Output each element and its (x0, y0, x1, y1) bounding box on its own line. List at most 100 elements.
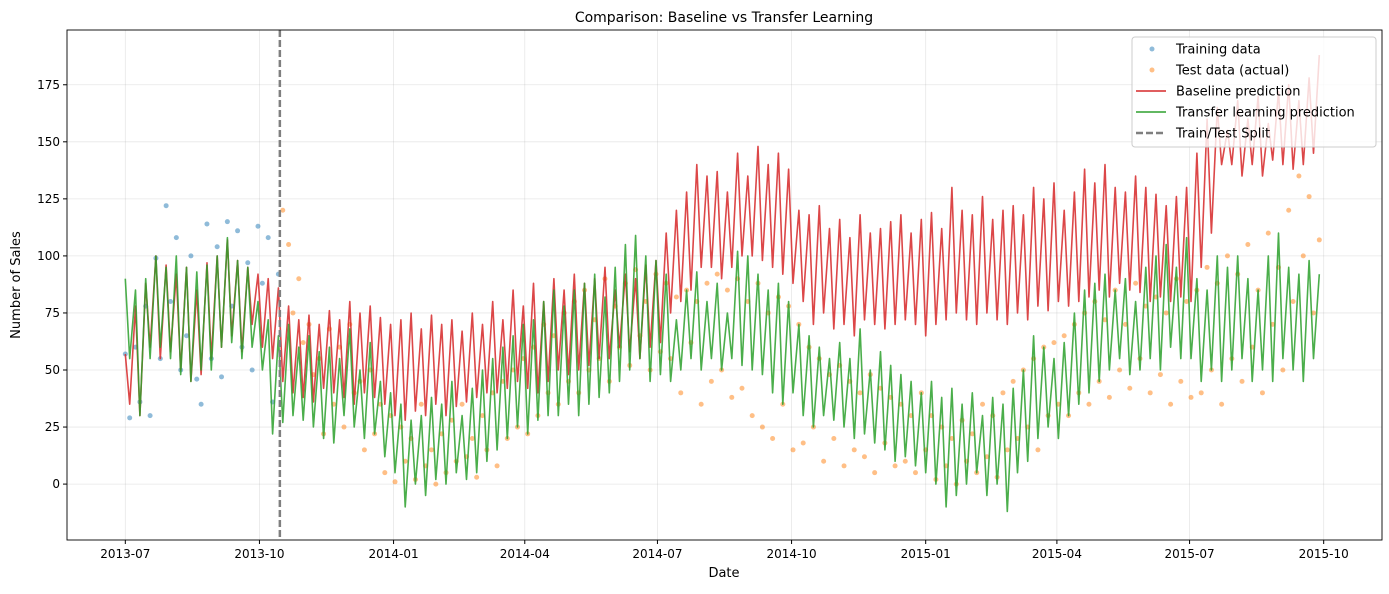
data-point-test-data-actual (673, 294, 679, 300)
data-point-training-data (259, 280, 265, 286)
data-point-test-data-actual (1219, 401, 1225, 407)
data-point-test-data-actual (1035, 447, 1041, 453)
data-point-test-data-actual (1117, 367, 1123, 373)
x-tick-label: 2015-01 (901, 547, 951, 561)
data-point-test-data-actual (851, 447, 857, 453)
data-point-test-data-actual (857, 390, 863, 396)
x-axis-label: Date (708, 566, 739, 581)
y-tick-label: 0 (52, 477, 60, 491)
series-layer (122, 30, 1322, 540)
data-point-test-data-actual (1147, 390, 1153, 396)
data-point-test-data-actual (1286, 207, 1292, 213)
data-point-test-data-actual (459, 401, 465, 407)
x-tick-label: 2015-10 (1299, 547, 1349, 561)
data-point-test-data-actual (912, 470, 918, 476)
data-point-training-data (214, 244, 220, 250)
data-point-test-data-actual (392, 479, 398, 485)
data-point-test-data-actual (704, 280, 710, 286)
data-point-training-data (127, 415, 133, 421)
data-point-test-data-actual (361, 447, 367, 453)
legend-label-test: Test data (actual) (1175, 64, 1289, 79)
data-point-test-data-actual (280, 207, 286, 213)
y-tick-label: 150 (37, 135, 60, 149)
data-point-training-data (198, 401, 204, 407)
chart-title: Comparison: Baseline vs Transfer Learnin… (575, 10, 873, 26)
data-point-test-data-actual (1224, 253, 1230, 259)
data-point-test-data-actual (892, 463, 898, 469)
data-point-test-data-actual (474, 474, 480, 480)
legend-label-training: Training data (1175, 43, 1261, 58)
data-point-test-data-actual (479, 413, 485, 419)
x-tick-label: 2014-07 (632, 547, 682, 561)
data-point-test-data-actual (1290, 299, 1296, 305)
axes: 2013-07 2013-10 2014-01 2014-04 2014-07 2014-… (37, 78, 1349, 561)
data-point-training-data (188, 253, 194, 259)
data-point-test-data-actual (1157, 372, 1163, 378)
data-point-test-data-actual (1204, 264, 1210, 270)
data-point-test-data-actual (290, 310, 296, 316)
data-point-test-data-actual (1306, 194, 1312, 200)
x-tick-label: 2013-10 (234, 547, 284, 561)
series-line-baseline-prediction (124, 55, 1321, 422)
data-point-test-data-actual (286, 241, 292, 247)
x-tick-label: 2014-04 (500, 547, 550, 561)
data-point-test-data-actual (1000, 390, 1006, 396)
data-point-test-data-actual (428, 447, 434, 453)
y-tick-label: 25 (45, 420, 60, 434)
data-point-training-data (255, 223, 261, 229)
data-point-test-data-actual (902, 458, 908, 464)
plot-marks (122, 30, 1322, 540)
data-point-training-data (224, 219, 230, 225)
data-point-training-data (235, 228, 241, 234)
data-point-training-data (265, 235, 271, 241)
x-tick-label: 2015-04 (1032, 547, 1082, 561)
data-point-test-data-actual (1127, 385, 1133, 391)
data-point-test-data-actual (1316, 237, 1322, 243)
data-point-test-data-actual (770, 435, 776, 441)
y-tick-label: 125 (37, 192, 60, 206)
data-point-test-data-actual (1296, 173, 1302, 179)
data-point-test-data-actual (984, 454, 990, 460)
series-line-transfer-learning-prediction (124, 232, 1321, 513)
data-point-test-data-actual (341, 424, 347, 430)
data-point-training-data (173, 235, 179, 241)
data-point-test-data-actual (831, 435, 837, 441)
x-tick-label: 2014-10 (766, 547, 816, 561)
data-point-test-data-actual (759, 424, 765, 430)
data-point-test-data-actual (469, 435, 475, 441)
data-point-training-data (168, 299, 174, 305)
data-point-test-data-actual (1133, 280, 1139, 286)
data-point-test-data-actual (1004, 447, 1010, 453)
data-point-training-data (219, 374, 225, 380)
data-point-test-data-actual (790, 447, 796, 453)
legend-marker-test (1149, 67, 1155, 73)
y-axis-label: Number of Sales (9, 231, 24, 339)
data-point-training-data (163, 203, 169, 209)
data-point-test-data-actual (698, 401, 704, 407)
data-point-test-data-actual (739, 385, 745, 391)
data-point-test-data-actual (1280, 367, 1286, 373)
legend: Training data Test data (actual) Baselin… (1131, 36, 1377, 148)
data-point-training-data (249, 367, 255, 373)
data-point-test-data-actual (1010, 378, 1016, 384)
data-point-test-data-actual (300, 340, 306, 346)
data-point-test-data-actual (296, 276, 302, 282)
data-point-test-data-actual (724, 287, 730, 293)
data-point-training-data (245, 260, 251, 266)
data-point-test-data-actual (729, 394, 735, 400)
data-point-test-data-actual (1300, 253, 1306, 259)
data-point-test-data-actual (1265, 230, 1271, 236)
y-tick-label: 175 (37, 78, 60, 92)
data-point-test-data-actual (1245, 241, 1251, 247)
data-point-training-data (194, 376, 200, 382)
data-point-test-data-actual (980, 401, 986, 407)
data-point-training-data (147, 413, 153, 419)
data-point-test-data-actual (1163, 310, 1169, 316)
data-point-test-data-actual (418, 401, 424, 407)
data-point-test-data-actual (1259, 390, 1265, 396)
legend-label-baseline: Baseline prediction (1176, 85, 1300, 100)
data-point-test-data-actual (433, 481, 439, 487)
data-point-test-data-actual (1106, 394, 1112, 400)
x-tick-label: 2015-07 (1164, 547, 1214, 561)
